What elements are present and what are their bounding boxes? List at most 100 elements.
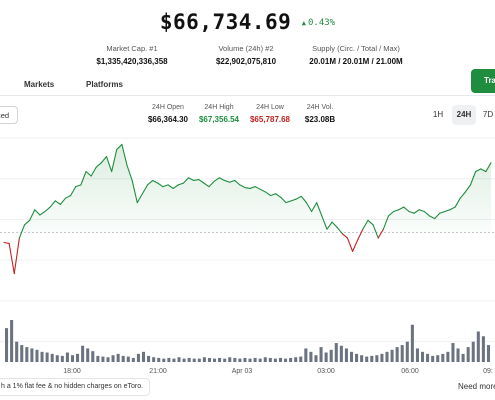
- volume-bar: [334, 343, 338, 362]
- volume-bar: [177, 357, 181, 362]
- price-line-segment: [141, 184, 149, 195]
- volume-bar: [162, 358, 166, 362]
- price-line-segment: [157, 182, 164, 188]
- price-line-segment: [239, 184, 246, 189]
- price-line-segment: [357, 228, 364, 241]
- ohlc-value: $66,364.30: [147, 115, 189, 124]
- price-line-segment: [34, 209, 41, 216]
- price-line-segment: [23, 219, 31, 226]
- volume-bar: [167, 357, 171, 362]
- volume-bar: [141, 351, 146, 362]
- volume-bar: [263, 357, 267, 362]
- volume-bar: [238, 358, 242, 362]
- price-line-segment: [80, 171, 87, 186]
- volume-bar: [420, 351, 425, 362]
- price-line-segment: [300, 195, 308, 204]
- stat-value: 20.01M / 20.01M / 21.00M: [309, 57, 403, 66]
- price-line-segment: [213, 177, 220, 182]
- range-1h-button[interactable]: 1H: [432, 110, 444, 119]
- price-line-segment: [454, 197, 461, 208]
- price-line-segment: [270, 193, 277, 197]
- price-line-segment: [403, 206, 410, 213]
- need-more-link[interactable]: Need more: [458, 382, 495, 391]
- volume-bar: [172, 358, 176, 362]
- volume-bar: [349, 351, 354, 362]
- volume-bar: [111, 355, 115, 362]
- ohlc-low: 24H Low $65,787.68: [242, 104, 298, 124]
- tab-platforms[interactable]: Platforms: [86, 80, 123, 89]
- volume-bar: [70, 355, 75, 362]
- volume-bar: [289, 357, 293, 362]
- price-line-segment: [64, 194, 72, 199]
- volume-bar: [50, 353, 54, 362]
- price-line-segment: [100, 155, 108, 164]
- volume-bar: [55, 355, 59, 362]
- volume-bar: [360, 355, 364, 362]
- price-line-segment: [85, 171, 92, 177]
- chart-mode-button[interactable]: ced: [0, 106, 18, 124]
- stat-volume: Volume (24h) #2 $22,902,075,810: [181, 44, 311, 66]
- price-line-segment: [244, 186, 251, 189]
- stat-value: $1,335,420,336,358: [96, 57, 168, 66]
- volume-bar: [400, 345, 404, 362]
- volume-bar: [187, 357, 191, 362]
- volume-bar: [233, 357, 237, 362]
- price-chart[interactable]: 18:00 21:00 Apr 03 03:00 06:00 09:: [0, 130, 495, 375]
- volume-bar: [324, 352, 328, 362]
- price-line-segment: [459, 191, 466, 199]
- price-line-segment: [321, 215, 328, 230]
- tab-markets[interactable]: Markets: [24, 80, 55, 89]
- volume-bar: [370, 355, 374, 362]
- volume-bar: [116, 353, 120, 362]
- volume-bar: [96, 355, 100, 362]
- volume-bar: [45, 352, 49, 362]
- section-tabs: Markets Platforms: [0, 80, 420, 94]
- price-line-segment: [8, 242, 15, 275]
- volume-bar: [446, 351, 450, 362]
- ohlc-value: $65,787.68: [249, 115, 291, 124]
- volume-bar: [390, 349, 394, 362]
- volume-bar: [258, 358, 262, 362]
- price-line-segment: [285, 200, 292, 204]
- volume-bar: [441, 353, 445, 362]
- price-line-segment: [259, 188, 266, 193]
- price-line-segment: [3, 241, 10, 244]
- volume-bar: [35, 349, 39, 362]
- price-change: ▲ 0.43%: [302, 18, 335, 28]
- price-line-segment: [218, 177, 225, 182]
- volume-bar: [486, 345, 490, 362]
- price-line-segment: [336, 226, 343, 235]
- volume-bar: [344, 348, 348, 362]
- stat-value: $22,902,075,810: [215, 57, 277, 66]
- volume-bar: [355, 353, 359, 362]
- volume-bar: [395, 347, 399, 362]
- range-24h-button[interactable]: 24H: [452, 105, 476, 125]
- price-line-segment: [423, 210, 431, 217]
- price-line-segment: [275, 193, 282, 198]
- volume-bar: [339, 345, 343, 362]
- trade-button[interactable]: Tra: [471, 69, 495, 93]
- ohlc-label: 24H Open: [152, 104, 184, 111]
- volume-bar: [481, 336, 485, 362]
- price-line-segment: [131, 179, 138, 204]
- range-7d-button[interactable]: 7D: [482, 110, 494, 119]
- stat-market-cap: Market Cap. #1 $1,335,420,336,358: [67, 44, 197, 66]
- volume-bar: [126, 356, 130, 362]
- price-line-segment: [49, 200, 56, 208]
- volume-bar: [182, 358, 186, 362]
- ohlc-label: 24H Low: [256, 104, 284, 111]
- price-line-segment: [70, 186, 77, 197]
- volume-bar: [81, 345, 85, 362]
- price-line-segment: [413, 209, 420, 214]
- volume-bar: [223, 358, 227, 362]
- price-line-segment: [387, 210, 395, 217]
- price-line-segment: [290, 198, 297, 202]
- volume-bar: [319, 347, 323, 362]
- price-line-segment: [434, 212, 441, 220]
- volume-bar: [314, 355, 318, 362]
- volume-bar: [213, 358, 217, 362]
- price-line-segment: [121, 143, 128, 166]
- volume-bar: [157, 357, 161, 362]
- volume-bar: [268, 357, 272, 362]
- volume-bar: [30, 348, 34, 362]
